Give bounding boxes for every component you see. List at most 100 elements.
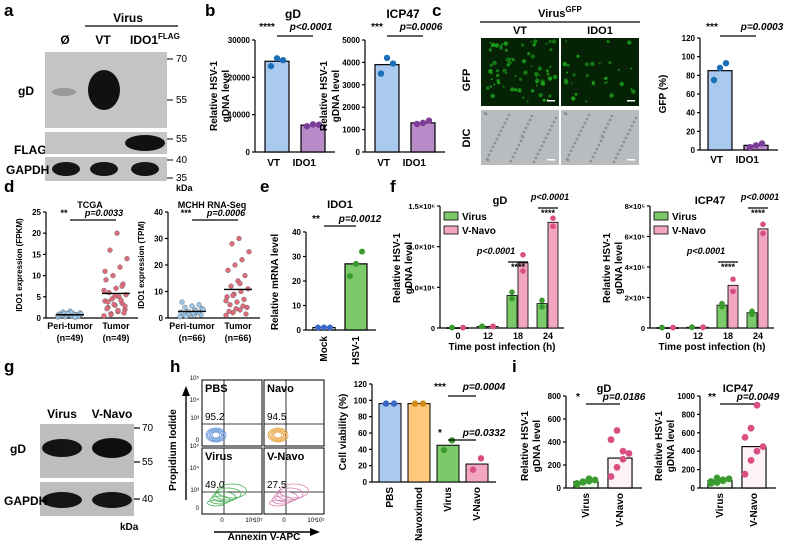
b-x-tick-label: VT xyxy=(267,158,280,169)
f-sig-stars: **** xyxy=(541,208,556,218)
h-point xyxy=(411,400,419,407)
h-flow-xtick: 10⁴ xyxy=(245,517,255,524)
f-legend-swatch xyxy=(443,225,459,235)
c-dic-cell xyxy=(597,143,601,147)
d-point xyxy=(232,262,238,268)
b-y-tick-label: 0 xyxy=(356,148,361,157)
h-y-tick-label: 80 xyxy=(358,413,367,422)
f-bar-V-Navo xyxy=(757,228,769,329)
c-dic-cell xyxy=(604,126,608,130)
h-flow-name: PBS xyxy=(205,383,228,395)
i-point xyxy=(625,450,633,457)
c-dic-cell xyxy=(491,145,495,149)
e-x-tick-label: HSV-1 xyxy=(351,336,362,365)
i-ylabel-2: gDNA level xyxy=(532,420,543,473)
d-point xyxy=(107,247,113,253)
f-y-tick-label: 2×10⁵ xyxy=(625,294,646,303)
d-point xyxy=(101,313,107,319)
c-dic-cell xyxy=(618,148,622,152)
b-point xyxy=(377,70,385,77)
b-y-tick-label: 1000 xyxy=(342,126,360,135)
h-flow-contour xyxy=(269,499,287,507)
panel-d-scatter: TCGA IDO1 expression (FPKM) 0 5 10 15 20 25 Peri… xyxy=(15,200,260,343)
c-dic-cell xyxy=(632,120,636,124)
f-x-tick-label: 24 xyxy=(543,331,553,341)
b-y-tick-label: 2000 xyxy=(342,103,360,112)
e-y-tick-label: 20 xyxy=(292,277,301,286)
b-x-tick-label: IDO1 xyxy=(293,158,317,169)
f-y-tick-label: 8×10⁵ xyxy=(625,202,646,211)
g-marker: 55 xyxy=(142,457,154,468)
c-scale-bar xyxy=(547,159,555,161)
i-bar-V-Navo xyxy=(741,446,767,489)
c-gfp-spot xyxy=(496,73,500,78)
c-gfp-spot xyxy=(585,100,588,103)
f-legend-label: V-Navo xyxy=(672,226,706,237)
d-point xyxy=(229,241,235,247)
b-point xyxy=(413,120,421,128)
c-dic-cell xyxy=(601,135,605,139)
h-point xyxy=(440,446,448,454)
c-gfp-spot xyxy=(523,70,528,75)
panel-letter-g: g xyxy=(4,357,14,376)
f-point xyxy=(539,297,545,304)
c-dic-cell xyxy=(589,159,593,163)
f-legend-swatch xyxy=(653,211,669,221)
f-ylabel-2: gDNA level xyxy=(614,242,625,295)
f-y-tick-label: 1.0×10⁶ xyxy=(408,243,435,252)
panel-letter-e: e xyxy=(260,177,269,196)
i-point xyxy=(585,475,593,483)
c-y-tick-label: 40 xyxy=(686,109,695,118)
c-dic-cell xyxy=(595,147,599,151)
e-y-tick-label: 40 xyxy=(292,228,301,237)
i-point xyxy=(759,443,767,450)
c-gfp-image xyxy=(561,38,639,106)
c-dic-cell xyxy=(566,158,570,162)
c-gfp-spot xyxy=(537,66,542,71)
g-lane-label: Virus xyxy=(47,407,77,421)
d-y-tick-label: 5 xyxy=(37,293,42,302)
f-legend-label: Virus xyxy=(462,212,487,223)
blot-a-marker-70: 70 xyxy=(176,54,188,65)
c-gfp-spot xyxy=(532,43,536,47)
c-gfp-spot xyxy=(604,82,607,85)
c-gfp-spot xyxy=(519,77,523,81)
c-dic-cell xyxy=(505,117,509,121)
c-point xyxy=(722,60,730,67)
h-flow-contour xyxy=(217,483,247,499)
h-flow-contour xyxy=(211,431,221,439)
c-dic-cell xyxy=(554,116,558,120)
h-flow-value: 94.5 xyxy=(267,412,287,423)
g-marker: 40 xyxy=(142,494,154,505)
c-dic-cell xyxy=(499,129,503,133)
c-point xyxy=(710,76,718,84)
d-sig-p: p=0.0033 xyxy=(84,208,123,218)
h-flow-ytick: 0 xyxy=(196,506,200,512)
f-point xyxy=(760,230,766,237)
c-gfp-spot xyxy=(548,40,552,44)
b-y-tick-label: 30000 xyxy=(228,36,251,45)
f-point xyxy=(689,324,695,330)
d-point xyxy=(189,303,195,309)
c-gfp-spot xyxy=(488,48,492,52)
c-gfp-spot xyxy=(490,72,493,75)
c-dic-cell xyxy=(616,152,620,156)
c-dic-cell xyxy=(567,153,571,157)
h-sig-stars: * xyxy=(438,428,442,439)
blot-a-flag-band-final xyxy=(125,135,165,151)
c-y-tick-label: 120 xyxy=(682,34,696,43)
blot-a-marker-35: 35 xyxy=(176,173,188,184)
i-ylabel: Relative HSV-1 xyxy=(654,411,665,481)
f-point xyxy=(460,324,466,331)
c-dic-cell xyxy=(626,132,630,136)
d-point xyxy=(246,249,252,255)
b-x-tick-label: VT xyxy=(377,158,390,169)
i-point xyxy=(725,475,733,483)
c-gfp-spot xyxy=(495,69,500,73)
d-point xyxy=(115,307,121,313)
d-y-tick-label: 40 xyxy=(154,208,163,217)
i-y-tick-label: 400 xyxy=(682,447,696,456)
